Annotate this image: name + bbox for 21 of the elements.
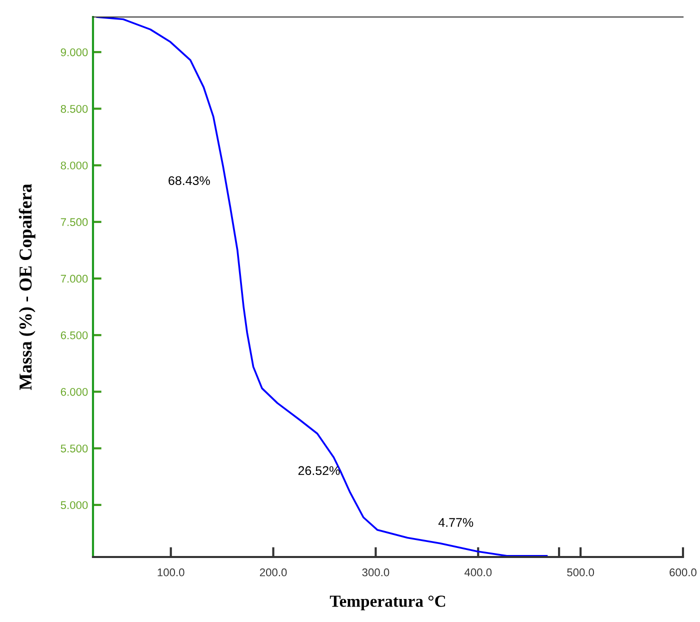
annotation: 4.77%: [438, 518, 474, 527]
x-tick-label: 200.0: [260, 568, 287, 576]
y-tick-label: 6.000: [60, 388, 88, 396]
x-tick-label: 400.0: [464, 568, 492, 576]
x-tick-label: 600.0: [670, 568, 696, 576]
x-tick-label: 100.0: [158, 568, 184, 576]
y-axis-title: Massa (%) - OE Copaifera: [18, 184, 36, 390]
annotation: 26.52%: [298, 466, 340, 476]
line-series: [96, 17, 548, 557]
y-tick-label: 5.000: [60, 501, 88, 510]
x-tick-label: 500.0: [567, 568, 594, 576]
y-tick-label: 7.500: [60, 218, 88, 226]
y-tick-label: 9.000: [60, 48, 88, 56]
y-tick-label: 6.500: [60, 331, 88, 340]
x-tick-label: 300.0: [362, 568, 390, 576]
y-tick-label: 7.000: [60, 274, 88, 283]
x-axis-title: Temperatura °C: [330, 596, 446, 610]
y-tick-label: 8.000: [60, 162, 88, 170]
y-tick-label: 8.500: [60, 104, 88, 113]
y-tick-label: 5.500: [60, 444, 88, 452]
annotation: 68.43%: [168, 176, 210, 186]
